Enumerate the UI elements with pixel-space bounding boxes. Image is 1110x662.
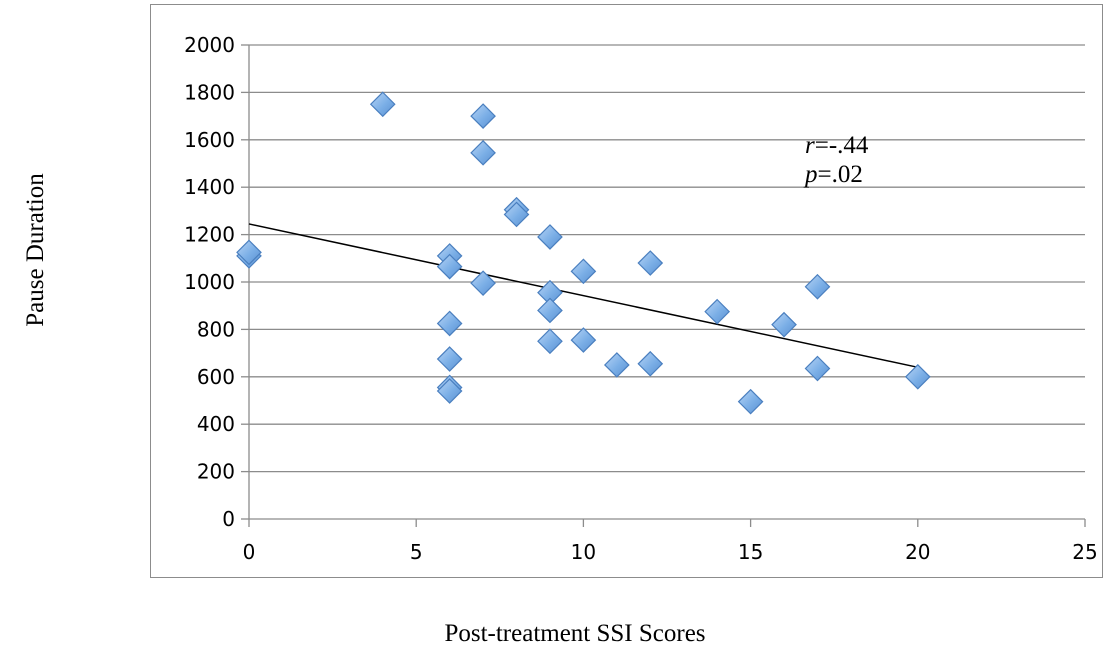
y-tick-label: 600	[197, 365, 235, 389]
x-axis-label: Post-treatment SSI Scores	[444, 620, 706, 647]
y-tick-label: 200	[197, 460, 235, 484]
data-point	[771, 311, 797, 338]
y-tick-label: 1400	[184, 175, 235, 199]
data-point	[436, 378, 463, 404]
y-axis-ticks: 0 200 400 600 800 1000 1200 1400 1600 1800 2000	[184, 33, 249, 531]
y-tick-label: 1600	[184, 128, 235, 152]
chart-frame: 0 200 400 600 800 1000 1200 1400 1600 1800 2000 0 5…	[150, 4, 1103, 578]
y-tick-label: 800	[197, 317, 235, 341]
data-point	[704, 298, 731, 325]
data-point	[603, 352, 630, 378]
data-point	[470, 139, 496, 166]
data-point	[637, 350, 664, 377]
data-point	[904, 363, 931, 390]
x-tick-label: 15	[738, 540, 763, 564]
correlation-annotation: r=-.44	[805, 132, 869, 159]
scatter-plot: 0 200 400 600 800 1000 1200 1400 1600 1800 2000 0 5…	[184, 33, 1098, 564]
x-tick-label: 10	[571, 540, 596, 564]
data-point	[637, 250, 664, 276]
y-tick-label: 2000	[184, 33, 235, 57]
data-point	[537, 328, 563, 355]
data-points	[236, 91, 931, 415]
trendline	[248, 223, 918, 369]
data-point	[236, 239, 262, 266]
data-point	[436, 310, 463, 337]
p-symbol: p	[803, 161, 818, 188]
y-tick-label: 1800	[184, 80, 235, 104]
data-point	[570, 327, 597, 353]
data-point	[470, 270, 496, 297]
gridlines	[249, 44, 1085, 473]
y-tick-label: 0	[222, 507, 235, 531]
p-value: =.02	[818, 161, 863, 188]
r-symbol: r	[805, 132, 815, 159]
x-tick-label: 0	[243, 540, 256, 564]
data-point	[537, 297, 563, 324]
data-point	[436, 346, 463, 372]
data-point	[804, 273, 831, 300]
data-point	[737, 388, 764, 415]
r-value: =-.44	[815, 132, 869, 159]
data-point	[436, 253, 463, 280]
y-axis-label: Pause Duration	[22, 173, 49, 327]
data-point	[503, 201, 530, 228]
x-tick-label: 5	[410, 540, 423, 564]
data-point	[537, 224, 563, 250]
p-annotation: p=.02	[803, 161, 863, 188]
x-tick-label: 25	[1072, 540, 1097, 564]
y-tick-label: 1000	[184, 270, 235, 294]
x-axis-ticks: 0 5 10 15 20 25	[243, 519, 1098, 564]
data-point	[369, 91, 396, 118]
data-point	[570, 258, 597, 285]
y-tick-label: 400	[197, 412, 235, 436]
data-point	[804, 355, 831, 382]
y-tick-label: 1200	[184, 223, 235, 247]
x-tick-label: 20	[905, 540, 930, 564]
data-point	[470, 103, 496, 129]
